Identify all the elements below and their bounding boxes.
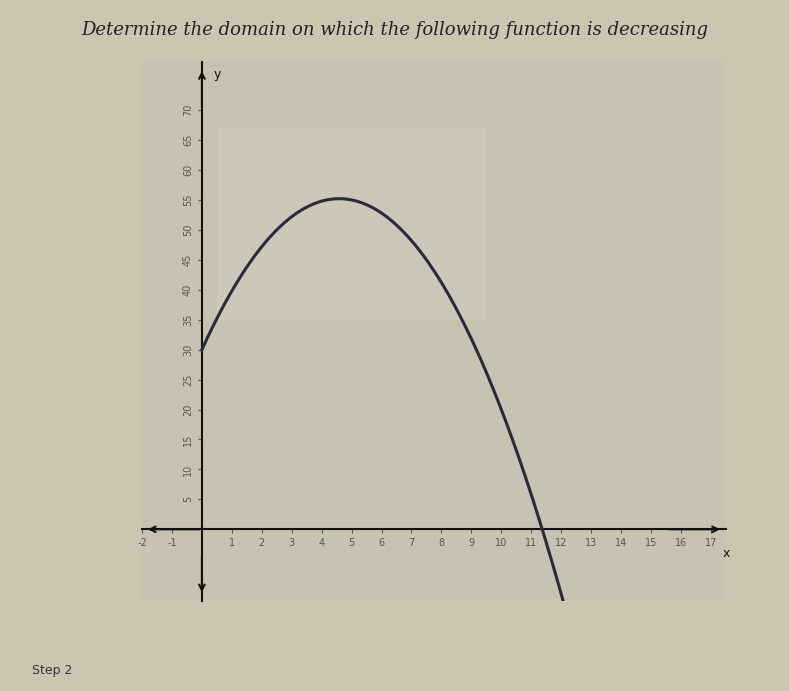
Text: x: x [722,547,730,560]
Text: Determine the domain on which the following function is decreasing: Determine the domain on which the follow… [81,21,708,39]
Text: y: y [214,68,221,81]
Bar [217,128,486,320]
Text: Step 2: Step 2 [32,664,72,677]
